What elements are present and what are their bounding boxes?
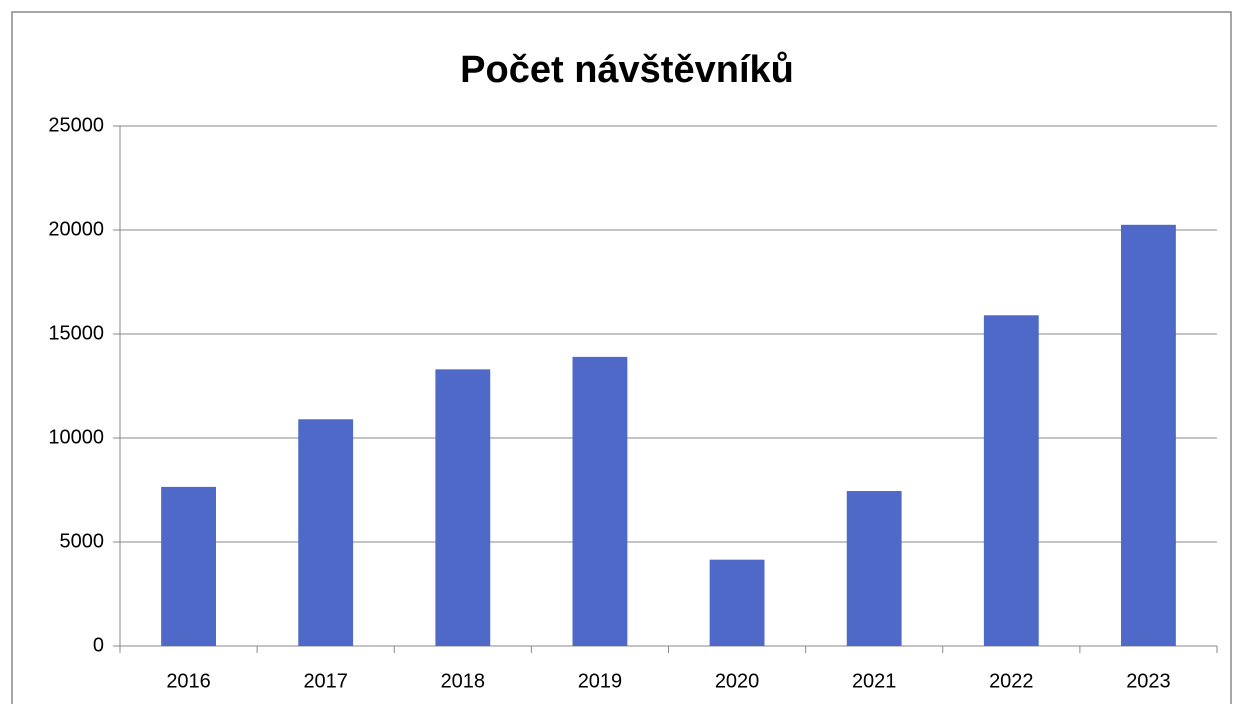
bar: [435, 369, 491, 646]
x-tick-label: 2018: [441, 670, 486, 692]
y-tick-label: 25000: [48, 114, 104, 136]
y-tick-label: 15000: [48, 322, 104, 344]
bar: [846, 491, 902, 646]
x-tick-label: 2020: [715, 670, 760, 692]
y-tick-label: 5000: [60, 530, 105, 552]
bar: [1121, 224, 1176, 647]
bar: [983, 315, 1039, 646]
bar: [161, 486, 216, 646]
x-tick-label: 2017: [303, 670, 348, 692]
chart-title: Počet návštěvníků: [460, 49, 794, 91]
y-tick-label: 0: [93, 634, 104, 656]
y-tick-label: 20000: [48, 218, 104, 240]
x-tick-label: 2019: [578, 670, 623, 692]
y-tick-label: 10000: [48, 426, 104, 448]
x-tick-label: 2022: [989, 670, 1034, 692]
bar: [709, 559, 765, 646]
x-tick-label: 2021: [852, 670, 897, 692]
x-tick-label: 2016: [166, 670, 211, 692]
x-tick-label: 2023: [1126, 670, 1171, 692]
bar: [298, 419, 354, 646]
bar: [572, 356, 628, 646]
